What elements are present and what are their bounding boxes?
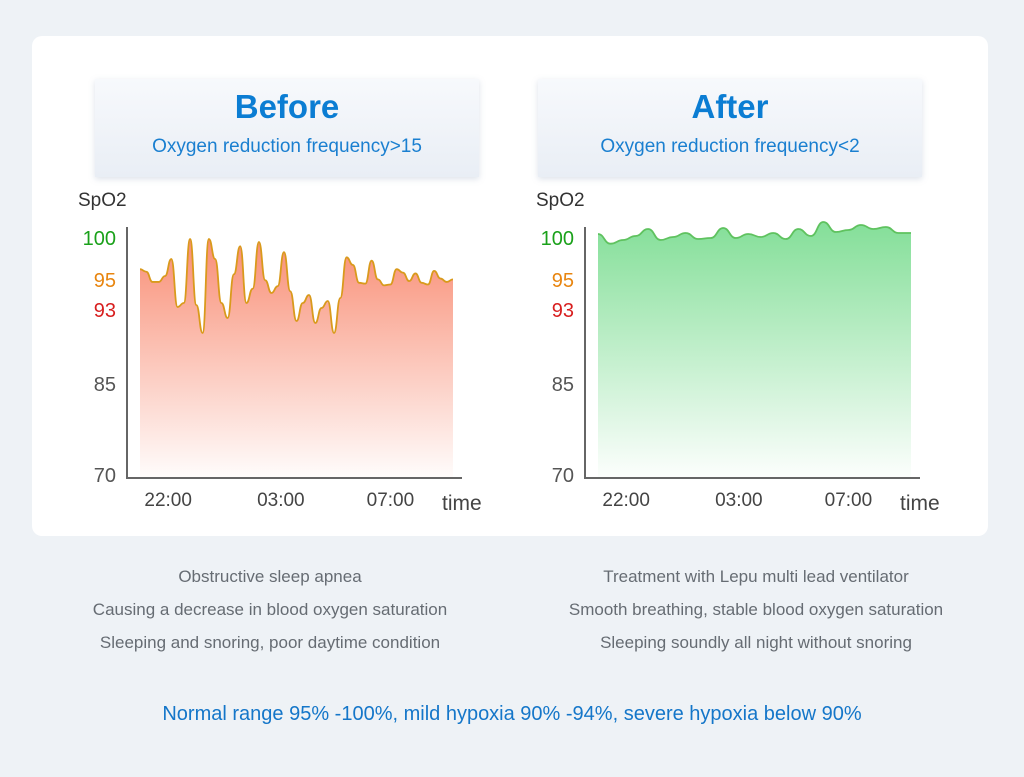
- after-chart: SpO2 100 95 93 85 70 22:00 03:00 07:00 time: [528, 182, 998, 522]
- y-tick-label: 95: [552, 270, 574, 292]
- normal-range-note: Normal range 95% -100%, mild hypoxia 90%…: [162, 703, 862, 725]
- axes: [584, 227, 920, 479]
- y-tick-label: 70: [94, 465, 116, 487]
- spo2-area: [598, 222, 911, 478]
- after-chart-svg: SpO2 100 95 93 85 70 22:00 03:00 07:00 time: [536, 190, 940, 515]
- y-tick-label: 85: [552, 374, 574, 396]
- before-title: Before: [234, 88, 340, 125]
- y-tick-label: 93: [552, 300, 574, 322]
- before-description-line: Sleeping and snoring, poor daytime condi…: [99, 633, 441, 652]
- x-tick-label: 03:00: [257, 490, 305, 511]
- spo2-line: [139, 238, 454, 334]
- spo2-area: [140, 239, 453, 478]
- y-tick-label: 85: [94, 374, 116, 396]
- y-tick-label: 93: [94, 300, 116, 322]
- x-tick-label: 22:00: [144, 490, 192, 511]
- after-title: After: [691, 88, 769, 125]
- axes: [126, 227, 462, 479]
- y-tick-label: 70: [552, 465, 574, 487]
- x-tick-label: 07:00: [367, 490, 415, 511]
- after-description-line: Treatment with Lepu multi lead ventilato…: [603, 567, 909, 586]
- y-axis-label: SpO2: [78, 190, 127, 211]
- before-description-line: Obstructive sleep apnea: [178, 567, 362, 586]
- spo2-line: [597, 221, 911, 245]
- y-tick-label: 100: [83, 228, 116, 250]
- y-axis-label: SpO2: [536, 190, 585, 211]
- after-subtitle: Oxygen reduction frequency<2: [600, 136, 860, 157]
- after-description-line: Smooth breathing, stable blood oxygen sa…: [568, 600, 944, 619]
- after-description: Treatment with Lepu multi lead ventilato…: [526, 560, 986, 659]
- before-subtitle: Oxygen reduction frequency>15: [152, 136, 422, 157]
- before-chart: SpO2 100 95 93 85 70 22:00 03:00 07:00 time: [70, 182, 540, 522]
- x-tick-label: 22:00: [602, 490, 650, 511]
- y-tick-label: 100: [541, 228, 574, 250]
- x-tick-label: 03:00: [715, 490, 763, 511]
- before-header: Before Oxygen reduction frequency>15: [95, 79, 479, 177]
- y-tick-label: 95: [94, 270, 116, 292]
- after-description-line: Sleeping soundly all night without snori…: [600, 633, 912, 652]
- before-description: Obstructive sleep apnea Causing a decrea…: [40, 560, 500, 659]
- x-axis-label: time: [442, 492, 482, 515]
- x-axis-label: time: [900, 492, 940, 515]
- x-tick-label: 07:00: [825, 490, 873, 511]
- before-chart-svg: SpO2 100 95 93 85 70 22:00 03:00 07:00 time: [78, 190, 482, 515]
- before-description-line: Causing a decrease in blood oxygen satur…: [92, 600, 448, 619]
- after-header: After Oxygen reduction frequency<2: [538, 79, 922, 177]
